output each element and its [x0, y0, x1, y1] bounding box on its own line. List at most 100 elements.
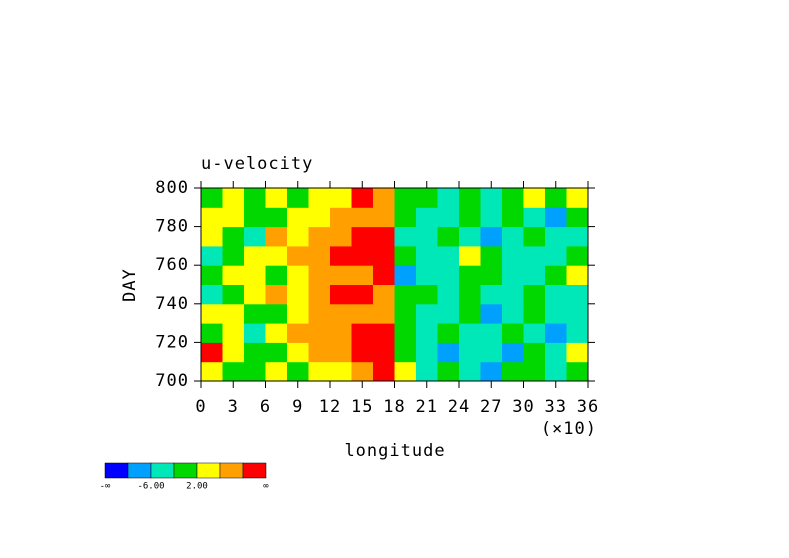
heat-cell	[222, 342, 245, 363]
x-tick-label: 18	[383, 397, 405, 417]
heat-cell	[437, 303, 460, 324]
heat-cell	[437, 188, 460, 208]
heat-cell	[437, 207, 460, 228]
heat-cell	[437, 323, 460, 343]
heat-cell	[459, 265, 481, 285]
heat-cell	[351, 265, 374, 285]
heat-cell	[480, 361, 503, 382]
heat-cell	[502, 303, 524, 324]
heat-cell	[265, 361, 288, 382]
heat-cell	[502, 226, 524, 247]
heat-cell	[222, 303, 245, 324]
heat-cell	[394, 245, 417, 266]
heat-cell	[330, 207, 352, 228]
heat-cell	[201, 323, 223, 343]
colorbar-box	[104, 462, 129, 479]
heat-cell	[222, 265, 245, 285]
heat-cell	[480, 245, 503, 266]
heat-cell	[480, 188, 503, 208]
heat-cell	[545, 323, 567, 343]
heat-cell	[523, 226, 546, 247]
heat-cell	[287, 226, 309, 247]
heat-cell	[437, 284, 460, 305]
x-tick-label: 27	[480, 397, 502, 417]
heat-cell	[545, 207, 567, 228]
heat-cell	[265, 226, 288, 247]
y-tick-label: 780	[155, 217, 189, 237]
y-tick-label: 800	[155, 178, 189, 198]
heat-cell	[308, 245, 331, 266]
heat-cell	[394, 361, 417, 382]
heat-cell	[459, 361, 481, 382]
heat-cell	[351, 226, 374, 247]
colorbar-label: -∞	[100, 482, 111, 492]
heat-cell	[244, 265, 266, 285]
heat-cell	[222, 207, 245, 228]
heat-cell	[394, 226, 417, 247]
heat-cell	[222, 361, 245, 382]
heat-cell	[459, 284, 481, 305]
heat-cell	[244, 361, 266, 382]
heat-cell	[394, 342, 417, 363]
heat-cell	[373, 303, 395, 324]
heat-cell	[566, 226, 589, 247]
heat-cell	[373, 226, 395, 247]
heat-cell	[545, 284, 567, 305]
heat-cell	[459, 342, 481, 363]
x-tick-label: 15	[351, 397, 373, 417]
heat-cell	[502, 284, 524, 305]
heat-cell	[394, 303, 417, 324]
heat-cell	[394, 207, 417, 228]
heat-cell	[373, 342, 395, 363]
heat-cell	[201, 188, 223, 208]
heat-cell	[523, 245, 546, 266]
heat-cell	[330, 303, 352, 324]
heat-cell	[416, 188, 438, 208]
heat-cell	[351, 207, 374, 228]
heat-cell	[416, 265, 438, 285]
heat-cell	[222, 323, 245, 343]
heat-cell	[459, 245, 481, 266]
x-tick-label: 30	[512, 397, 534, 417]
heat-cell	[201, 303, 223, 324]
heat-cell	[502, 188, 524, 208]
heat-cell	[373, 265, 395, 285]
heat-cell	[480, 342, 503, 363]
x-tick-label: 0	[195, 397, 206, 417]
heat-cell	[480, 284, 503, 305]
heat-cell	[394, 265, 417, 285]
heat-cell	[545, 226, 567, 247]
heat-cell	[330, 245, 352, 266]
heat-cell	[437, 245, 460, 266]
heat-cell	[523, 265, 546, 285]
heat-cell	[287, 361, 309, 382]
heat-cell	[351, 361, 374, 382]
heat-cell	[351, 323, 374, 343]
heat-cell	[244, 303, 266, 324]
heat-cell	[330, 188, 352, 208]
heat-cell	[308, 265, 331, 285]
y-axis-label: DAY	[120, 268, 140, 302]
heat-cell	[330, 342, 352, 363]
heat-cell	[330, 265, 352, 285]
heat-cell	[566, 303, 589, 324]
colorbar-box	[127, 462, 152, 479]
heat-cell	[265, 245, 288, 266]
heat-cell	[480, 207, 503, 228]
heat-cell	[351, 245, 374, 266]
heat-cell	[416, 226, 438, 247]
heat-cell	[287, 188, 309, 208]
heat-cell	[480, 226, 503, 247]
x-tick-label: 3	[228, 397, 239, 417]
x-tick-label: 6	[260, 397, 271, 417]
heat-cell	[523, 303, 546, 324]
colorbar-box	[219, 462, 244, 479]
heat-cell	[437, 361, 460, 382]
heat-cell	[416, 342, 438, 363]
heat-cell	[480, 323, 503, 343]
heat-cell	[502, 323, 524, 343]
heat-cell	[373, 207, 395, 228]
heat-cell	[416, 303, 438, 324]
heat-cell	[308, 188, 331, 208]
x-tick-label: 21	[416, 397, 438, 417]
